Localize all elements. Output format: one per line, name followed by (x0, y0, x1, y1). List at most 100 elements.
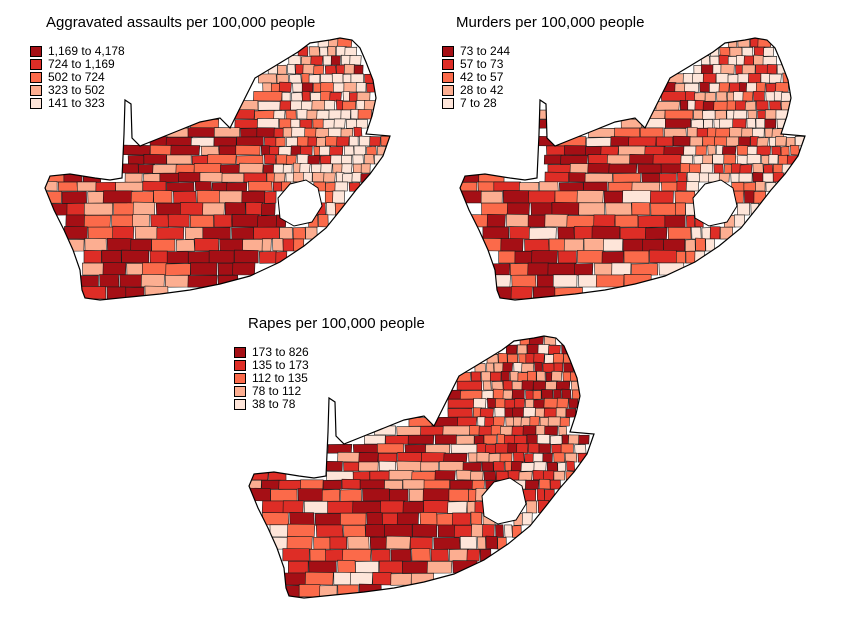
district-region (434, 470, 456, 481)
district-region (532, 453, 544, 463)
district-region (689, 163, 703, 174)
district-region (498, 250, 516, 264)
district-region (692, 73, 705, 84)
district-region (353, 145, 366, 156)
district-region (312, 172, 326, 183)
district-region (584, 172, 613, 183)
district-region (310, 92, 322, 102)
district-region (483, 471, 497, 481)
district-region (217, 274, 239, 288)
district-region (474, 435, 485, 445)
district-region (292, 82, 304, 93)
district-region (213, 127, 241, 138)
district-region (714, 136, 727, 147)
murders-panel: Murders per 100,000 people 73 to 244 57 … (425, 0, 850, 310)
district-region (333, 82, 345, 93)
district-region (314, 513, 342, 526)
district-region (504, 524, 513, 538)
district-region (184, 227, 204, 240)
district-region (199, 171, 223, 183)
district-region (337, 584, 359, 598)
district-region (680, 154, 694, 165)
district-region (95, 181, 117, 192)
district-region (65, 214, 86, 228)
district-region (188, 251, 210, 264)
district-region (488, 453, 501, 463)
district-region (753, 54, 765, 66)
district-region (275, 137, 286, 147)
district-region (470, 511, 483, 526)
district-region (344, 46, 358, 57)
district-region (543, 397, 559, 409)
district-region (558, 426, 568, 436)
district-region (489, 371, 502, 382)
district-region (335, 202, 346, 216)
district-region (623, 250, 650, 264)
district-region (629, 154, 655, 165)
district-region (715, 127, 731, 138)
district-region (313, 65, 325, 75)
district-region (270, 489, 298, 502)
district-region (385, 535, 411, 550)
district-region (685, 239, 696, 252)
legend-swatch (30, 85, 42, 96)
district-region (307, 155, 321, 165)
district-region (553, 389, 562, 400)
district-region (273, 163, 285, 174)
district-region (637, 215, 666, 228)
district-region (291, 92, 303, 102)
district-region (536, 274, 555, 288)
district-region (720, 63, 735, 75)
district-region (324, 65, 337, 75)
district-region (290, 118, 301, 129)
district-region (529, 416, 540, 427)
district-region (574, 263, 594, 276)
district-region (261, 479, 281, 490)
district-region (337, 559, 357, 574)
district-region (343, 145, 355, 156)
district-region (539, 181, 559, 192)
district-region (486, 397, 497, 409)
district-region (485, 535, 498, 550)
legend-item: 502 to 724 (30, 71, 125, 84)
district-region (566, 215, 596, 228)
district-region (462, 462, 482, 472)
district-region (530, 202, 553, 216)
district-region (457, 416, 478, 427)
district-region (506, 202, 530, 216)
district-region (282, 572, 308, 586)
district-region (527, 262, 550, 276)
district-region (318, 213, 329, 228)
district-region (329, 91, 342, 102)
district-region (481, 202, 510, 216)
district-region (277, 64, 287, 75)
district-region (499, 452, 513, 463)
district-region (551, 201, 581, 216)
district-region (713, 101, 729, 111)
district-region (557, 226, 575, 240)
district-region (165, 136, 193, 147)
district-region (557, 462, 566, 472)
district-region (588, 128, 616, 138)
district-region (355, 82, 367, 93)
district-region (448, 372, 472, 382)
district-region (494, 443, 510, 454)
district-region (605, 202, 633, 216)
district-region (755, 118, 766, 129)
district-region (700, 163, 714, 174)
district-region (713, 163, 724, 174)
district-region (282, 238, 295, 252)
district-region (278, 118, 292, 129)
district-region (513, 435, 528, 445)
district-region (587, 162, 611, 174)
district-region (321, 489, 341, 502)
legend-label: 57 to 73 (460, 57, 504, 71)
district-region (512, 525, 522, 538)
district-region (762, 56, 777, 66)
district-region (304, 571, 334, 586)
district-region (756, 145, 771, 156)
district-region (709, 226, 721, 240)
district-region (390, 573, 412, 586)
district-region (384, 479, 403, 490)
district-region (287, 523, 316, 538)
